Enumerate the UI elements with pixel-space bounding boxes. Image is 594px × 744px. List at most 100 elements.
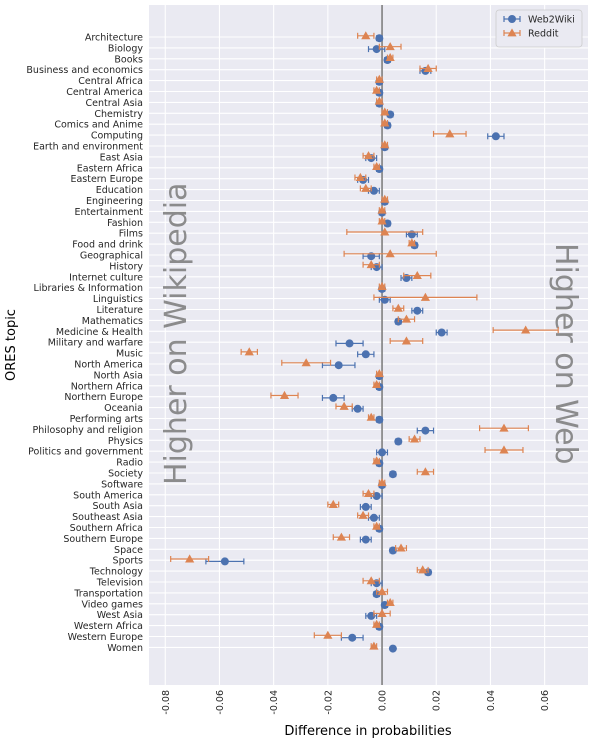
y-tick-label: Transportation [73,588,143,599]
data-point [361,31,371,40]
y-tick-label: South Asia [92,501,143,512]
data-marks [170,31,559,653]
data-point [361,535,370,544]
data-point [372,521,382,530]
y-tick-label: Comics and Anime [54,120,143,131]
y-tick-label: Books [114,54,143,65]
y-tick-label: Women [107,643,143,654]
data-point [412,271,422,280]
legend-item-reddit: Reddit [503,28,559,40]
data-point [328,499,338,508]
data-point [372,492,381,500]
y-tick-label: Radio [116,458,143,469]
data-point [394,437,403,446]
x-tick-label: 0.00 [378,690,389,711]
y-tick-label: Linguistics [93,294,143,305]
data-point [375,415,384,424]
data-point [279,390,290,399]
data-point [499,445,509,454]
y-tick-label: Chemistry [94,109,143,120]
data-point [244,347,254,356]
data-point [388,546,397,555]
y-tick-label: Central Africa [78,76,143,87]
data-point [336,532,347,541]
data-point [369,641,379,650]
y-tick-label: Southeast Asia [72,512,143,523]
y-tick-label: Medicine & Health [56,327,143,338]
x-tick-label: -0.06 [215,690,226,715]
y-tick-label: Literature [96,305,143,316]
data-point [385,249,395,258]
data-point [301,358,311,367]
legend-marker [508,15,516,23]
data-point [386,110,395,119]
data-point [420,467,431,476]
y-tick-label: Southern Africa [70,523,143,534]
data-point [323,630,333,639]
y-tick-label: Architecture [85,33,143,44]
data-point [372,456,382,465]
data-point [377,478,387,487]
annotations: Higher on Wikipedia Higher on Web [159,183,583,486]
y-tick-label: South America [73,490,143,501]
y-tick-label: Philosophy and religion [32,425,143,436]
data-point [418,565,428,574]
y-tick-label: Video games [81,599,143,610]
data-point [374,369,384,378]
data-point [388,644,397,653]
y-tick-label: Biology [108,43,143,54]
data-point [363,489,374,498]
y-tick-label: Software [101,479,143,490]
data-point [393,303,403,312]
y-tick-label: Geographical [80,251,143,262]
data-point [401,336,412,345]
y-tick-label: Computing [91,131,143,142]
y-tick-label: Mathematics [82,316,143,327]
data-point [339,401,349,410]
data-point [388,470,397,479]
x-tick-label: 0.02 [432,690,443,711]
data-point [420,292,431,301]
data-point [409,434,420,443]
data-point [396,543,406,552]
data-point [445,129,455,138]
data-point [372,380,382,389]
x-tick-label: -0.04 [269,690,280,715]
y-tick-label: Physics [108,436,143,447]
data-point [380,140,390,149]
annotation-higher-on-wikipedia: Higher on Wikipedia [159,183,194,486]
data-point [521,325,531,334]
x-tick-label: 0.04 [486,690,497,711]
y-tick-label: Engineering [86,196,143,207]
y-tick-label: Food and drink [72,240,143,251]
y-tick-label: History [109,261,143,272]
y-tick-label: Earth and environment [33,142,143,153]
data-point [377,216,387,225]
y-tick-label: Society [108,469,143,480]
data-point [385,598,395,607]
y-tick-label: Central Asia [85,98,143,109]
data-point [185,554,195,563]
grid-lines [149,5,588,685]
y-tick-label: Oceania [104,403,143,414]
x-tick-label: 0.06 [540,690,551,711]
data-point [413,306,422,315]
legend-marker [507,28,517,37]
y-tick-label: North Asia [94,370,144,381]
data-point [380,194,390,203]
data-point [491,132,500,141]
y-tick-label: Space [114,545,143,556]
y-tick-label: Western Africa [74,621,143,632]
data-point [377,281,387,290]
y-tick-label: Education [96,185,143,196]
data-point [345,339,354,348]
data-point [423,63,433,72]
data-point [369,513,378,522]
data-point [437,328,446,337]
legend-item-web2wiki: Web2Wiki [503,15,575,26]
y-tick-label: Western Europe [68,632,144,643]
x-tick-labels: -0.08 -0.06 -0.04 -0.02 0.00 0.02 0.04 0.06 [161,690,551,715]
y-tick-label: Fashion [107,218,143,229]
